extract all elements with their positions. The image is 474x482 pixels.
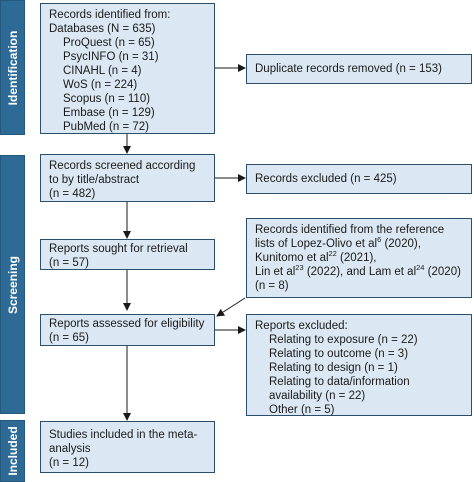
reference-lists-line: Records identified from the reference bbox=[255, 224, 445, 236]
databases-total: Databases (N = 635) bbox=[49, 23, 156, 35]
reference-lists-line: lists of Lopez-Olivo et al6 (2020), bbox=[255, 235, 421, 250]
studies-included-count: (n = 12) bbox=[49, 457, 89, 469]
records-screened-line: Records screened according bbox=[49, 160, 196, 172]
reports-assessed-line: Reports assessed for eligibility bbox=[49, 318, 205, 330]
source-pubmed: PubMed (n = 72) bbox=[63, 121, 149, 133]
records-identified-title: Records identified from: bbox=[49, 9, 171, 21]
screening-stage-bar: Screening bbox=[0, 155, 25, 414]
identification-stage-bar: Identification bbox=[0, 0, 25, 135]
reports-excluded-item: Other (n = 5) bbox=[269, 404, 335, 416]
records-excluded-box: Records excluded (n = 425) bbox=[246, 164, 472, 194]
reports-excluded-item: Relating to exposure (n = 22) bbox=[269, 334, 418, 346]
reference-lists-line: Kunitomo et al22 (2021), bbox=[255, 249, 377, 264]
duplicates-removed-text: Duplicate records removed (n = 153) bbox=[255, 63, 442, 75]
source-embase: Embase (n = 129) bbox=[63, 107, 155, 119]
reference-lists-line: Lin et al23 (2022), and Lam et al24 (202… bbox=[255, 263, 461, 278]
records-screened-box: Records screened according to by title/a… bbox=[40, 154, 215, 202]
records-screened-count: (n = 482) bbox=[49, 188, 96, 200]
reports-excluded-item: availability (n = 22) bbox=[269, 390, 366, 402]
reports-excluded-item: Relating to data/information bbox=[269, 376, 410, 388]
records-screened-line: to by title/abstract bbox=[49, 174, 140, 186]
studies-included-line: Studies included in the meta- bbox=[49, 429, 198, 441]
reports-sought-line: Reports sought for retrieval bbox=[49, 243, 188, 255]
studies-included-box: Studies included in the meta- analysis (… bbox=[40, 421, 215, 473]
reports-excluded-item: Relating to design (n = 1) bbox=[269, 362, 398, 374]
source-cinahl: CINAHL (n = 4) bbox=[63, 65, 142, 77]
reports-sought-count: (n = 57) bbox=[49, 257, 89, 269]
reference-lists-count: (n = 8) bbox=[255, 280, 289, 292]
source-psycinfo: PsycINFO (n = 31) bbox=[63, 51, 159, 63]
duplicates-removed-box: Duplicate records removed (n = 153) bbox=[246, 54, 472, 84]
records-excluded-text: Records excluded (n = 425) bbox=[255, 173, 397, 185]
reports-excluded-title: Reports excluded: bbox=[255, 320, 348, 332]
source-wos: WoS (n = 224) bbox=[63, 79, 138, 91]
reports-assessed-count: (n = 65) bbox=[49, 332, 89, 344]
arrow-reference-to-assessed bbox=[216, 297, 246, 317]
records-identified-box: Records identified from: Databases (N = … bbox=[40, 3, 215, 134]
source-proquest: ProQuest (n = 65) bbox=[63, 37, 155, 49]
reports-assessed-box: Reports assessed for eligibility (n = 65… bbox=[40, 314, 215, 346]
studies-included-line: analysis bbox=[49, 443, 91, 455]
reference-lists-box: Records identified from the reference li… bbox=[246, 218, 472, 298]
reports-excluded-item: Relating to outcome (n = 3) bbox=[269, 348, 409, 360]
source-scopus: Scopus (n = 110) bbox=[63, 93, 151, 105]
reports-excluded-box: Reports excluded: Relating to exposure (… bbox=[246, 314, 472, 416]
reports-sought-box: Reports sought for retrieval (n = 57) bbox=[40, 239, 215, 270]
